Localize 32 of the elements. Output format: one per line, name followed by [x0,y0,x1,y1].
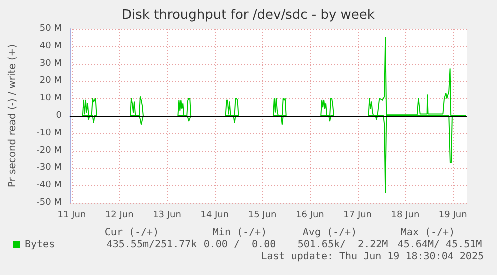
x-tick-label: 16 Jun [296,210,324,220]
x-tick-label: 15 Jun [248,210,277,220]
x-tick-label: 19 Jun [438,210,468,220]
text: Max (-/+) [400,228,456,238]
text: 0.00 / 0.00 [204,240,276,250]
x-tick-label: 18 Jun [391,210,420,220]
text: Last update: Thu Jun 19 18:30:04 2025 [261,252,484,262]
legend-label: Bytes [25,240,56,250]
x-tick-label: 14 Jun [200,210,230,220]
x-tick-label: 17 Jun [344,210,372,220]
y-axis-title: Pr second read (-) / write (+) [8,44,18,188]
y-tick-label: -40 M [36,180,62,191]
x-tick-label: 12 Jun [105,210,134,220]
text: Min (-/+) [212,228,268,238]
x-tick-label: 13 Jun [153,210,182,220]
y-tick-label: -10 M [36,128,62,138]
y-tick-label: -30 M [36,163,62,174]
y-tick-label: 0 [56,111,62,121]
x-tick-label: 11 Jun [58,210,86,220]
y-tick-label: 50 M [40,24,62,34]
chart-title: Disk throughput for /dev/sdc - by week [122,8,376,23]
text: 435.55m/251.77k [106,240,198,250]
y-tick-label: -50 M [36,198,62,208]
y-tick-label: 20 M [40,76,62,86]
text: Avg (-/+) [302,228,358,238]
text: 45.64M/ 45.51M [398,240,482,250]
y-tick-label: 40 M [40,41,62,52]
text: Cur (-/+) [104,228,160,238]
text: 501.65k/ 2.22M [298,240,388,250]
y-tick-label: 10 M [40,94,62,104]
y-tick-label: -20 M [36,146,62,156]
y-tick-label: 30 M [40,58,62,69]
